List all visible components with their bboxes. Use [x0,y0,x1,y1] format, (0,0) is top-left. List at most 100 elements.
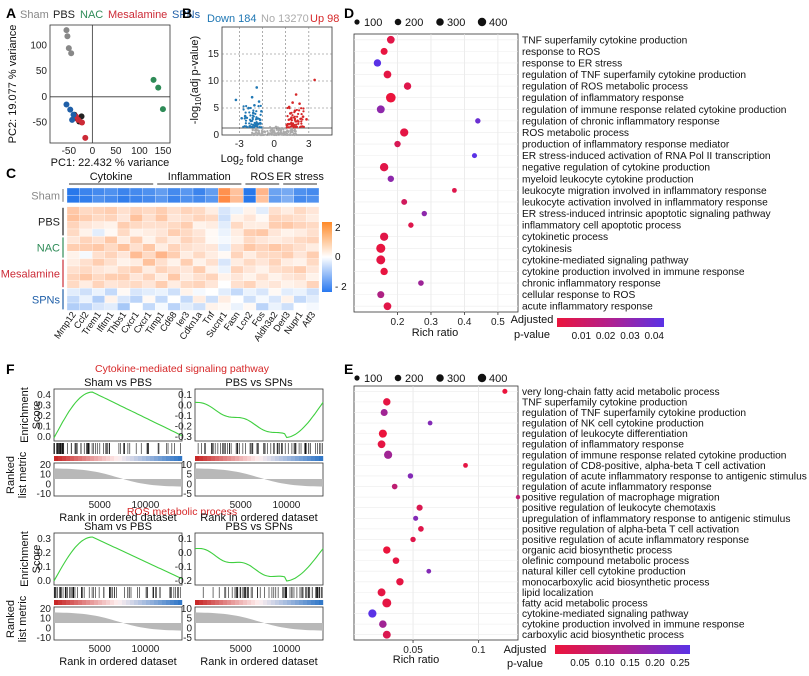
heatmap-cell [293,187,307,196]
heatmap-cell [268,206,282,215]
d-dot [394,140,401,148]
pca-x-label: PC1: 22.432 % variance [51,157,170,169]
heatmap-cell [243,280,257,289]
d-xtick: 0.2 [391,317,405,328]
volcano-point-down [248,118,252,121]
gsea-subtitle: Sham vs PBS [84,377,152,389]
heatmap-cell [92,206,105,215]
gsea-subtitle: PBS vs SPNs [225,377,293,389]
heatmap-cell [66,302,80,311]
heatmap-cell [268,236,282,244]
heatmap-cell [306,206,320,215]
heatmap-cell [255,206,269,215]
gsea-rank-strip-cell [271,600,276,605]
gsea-rank-strip-cell [259,456,264,461]
gsea-rank-strip-cell [146,456,151,461]
heatmap-row-group-label: SPNs [32,294,61,306]
heatmap-cell [243,302,257,311]
volcano-point-up [291,114,294,117]
heatmap-cell [104,273,118,281]
volcano-point-ns [276,126,279,129]
pca-legend-item-mesalamine: Mesalamine [108,9,167,21]
volcano-point-ns [292,132,295,135]
d-dot [380,47,388,55]
volcano-point-ns [264,133,267,136]
heatmap-legend-tick: - 2 [335,282,347,293]
heatmap-cell [142,265,156,274]
e-term-label: monocarboxylic acid biosynthetic process [522,577,709,588]
e-dot [383,398,391,406]
volcano-point-up [296,119,299,122]
heatmap-cell [205,280,219,289]
heatmap-cell [243,236,257,244]
heatmap-cell [293,236,307,244]
d-term-label: cytokinesis [522,244,572,255]
heatmap-cell [281,288,294,296]
gsea-rank-strip-cell [195,456,200,461]
d-dot [383,70,392,79]
heatmap-cell [155,243,168,252]
heatmap-cell [129,280,143,289]
volcano-point-ns [294,132,297,135]
gsea-rank-strip-cell [239,456,244,461]
heatmap-cell [293,302,307,311]
volcano-point [294,93,298,96]
d-dot [380,267,388,276]
pca-plot: -50 0 50 100 150 100 50 0 -50 [30,25,172,157]
heatmap-cell [129,265,143,274]
e-x-label: Rich ratio [393,654,439,666]
e-size-key [477,373,487,383]
gsea-rank-strip-cell [174,456,179,461]
gsea-rank-strip-cell [86,600,91,605]
panel-f-letter: F [6,361,15,377]
heatmap-cell [104,187,118,196]
heatmap-cell [180,221,194,230]
heatmap-cell [180,251,194,259]
heatmap-cell [117,236,131,244]
gsea-es-curve [53,536,183,582]
e-term-label: regulation of immune response related cy… [522,450,786,461]
heatmap-cell [268,195,282,203]
d-term-label: acute inflammatory response [522,302,653,313]
heatmap-cell [218,288,231,296]
gsea-rank-strip-cell [195,600,200,605]
heatmap-cell [306,228,320,237]
gsea-rank-strip-cell [74,456,79,461]
gsea-rank-tick: -10 [37,633,52,644]
pca-legend-item-spns: SPNs [172,9,201,21]
heatmap-cell [155,187,168,196]
e-term-label: natural killer cell cytokine production [522,567,686,578]
volcano-point-ns [277,131,280,134]
heatmap-cell [218,258,231,267]
volcano-point-down [252,123,255,127]
heatmap-cell [218,295,231,304]
gsea-rank-strip-cell [54,456,59,461]
d-size-key [394,18,402,26]
heatmap-cell [155,273,168,281]
heatmap-cell [192,251,206,259]
d-dot [376,243,386,253]
heatmap-cell [66,214,80,222]
d-size-key [436,18,444,26]
gsea-rank-strip-cell [110,600,115,605]
e-term-label: cytokine production involved in immune r… [522,620,745,631]
volcano-point-down [255,110,258,113]
heatmap-cell [243,243,257,252]
heatmap-column-labels: Mmp12Ccl2Trem1Ifitm1Thbs1Cxcr1Cxcr1Timp1… [52,309,317,343]
heatmap-cell [117,295,131,304]
volcano-point-up [295,108,298,112]
heatmap-cell [230,258,244,267]
gsea-rank-tick: -5 [183,489,192,500]
heatmap-cell [255,221,269,230]
heatmap-cell [268,228,282,237]
gsea-rank-strip-cell [78,600,83,605]
heatmap-cell [306,187,320,196]
heatmap-cell [192,206,206,215]
heatmap-cell [129,258,143,267]
gsea-es-tick: 0.0 [37,576,51,587]
gsea-rank-strip-cell [126,456,131,461]
volcano-point-up [294,125,297,128]
pca-point-mesalamine [79,119,85,126]
heatmap-row-group-label: PBS [38,217,60,229]
